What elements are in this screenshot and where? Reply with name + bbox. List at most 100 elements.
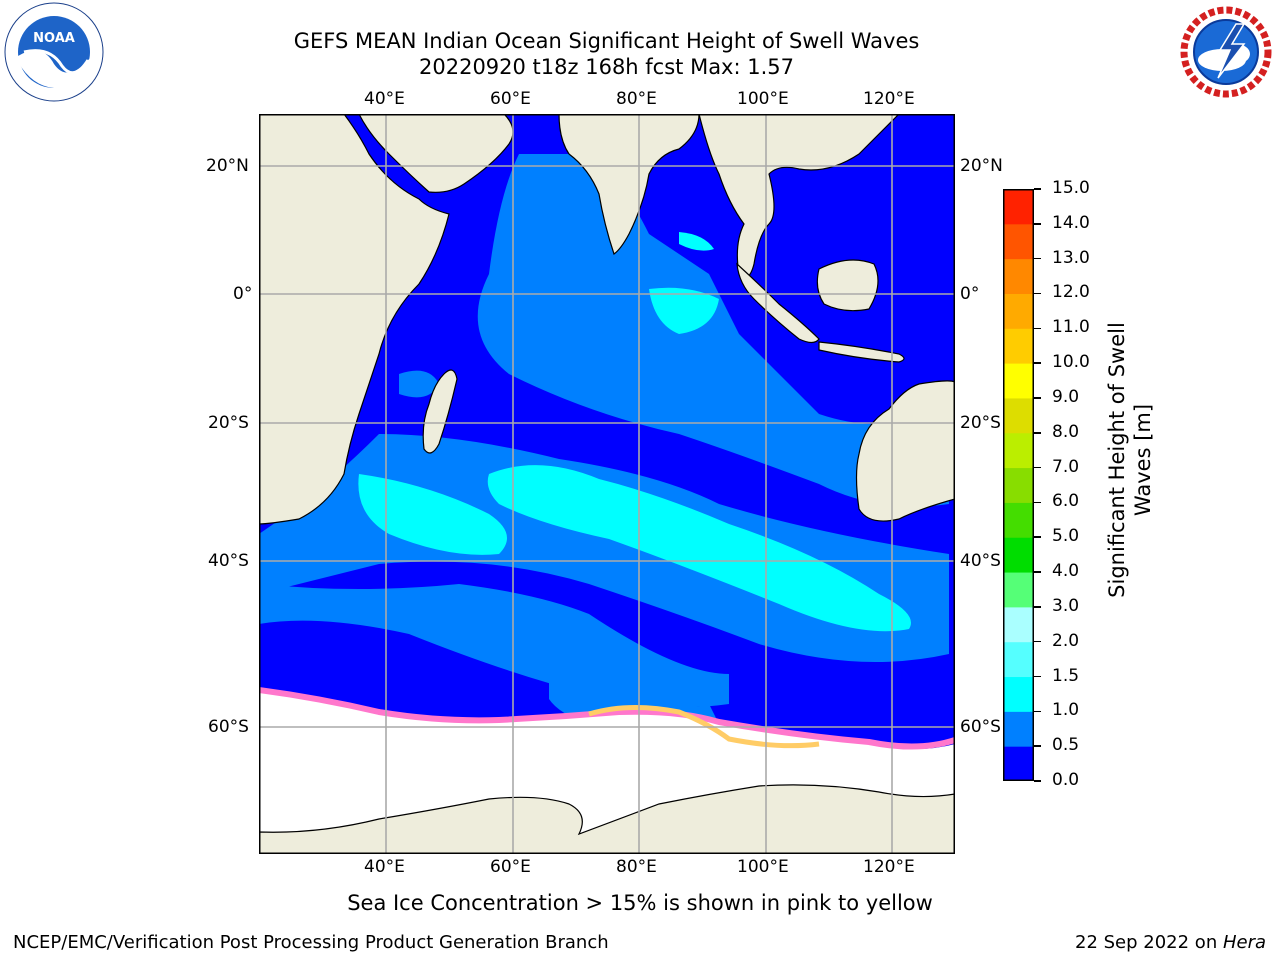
land-antarctica (259, 784, 955, 854)
colorbar-tick-mark (1034, 571, 1041, 573)
colorbar-tick-mark (1034, 501, 1041, 504)
colorbar-tick-label: 14.0 (1052, 212, 1090, 233)
land-madagascar (422, 369, 458, 454)
colorbar-tick-label: 4.0 (1052, 561, 1080, 582)
nws-logo (1174, 2, 1278, 102)
land-africa (259, 114, 450, 525)
sea-ice-note: Sea Ice Concentration > 15% is shown in … (347, 891, 933, 915)
footer-date: 22 Sep 2022 on (1075, 932, 1223, 953)
lon-label-top-60e: 60°E (490, 89, 531, 109)
colorbar-frame (1003, 189, 1034, 781)
colorbar-segment (1003, 502, 1034, 538)
lat-label-left-20n: 20°N (206, 156, 249, 176)
colorbar-tick-mark (1034, 536, 1041, 538)
map-frame (259, 114, 955, 854)
land-java (818, 341, 905, 363)
lon-label-top-80e: 80°E (616, 89, 657, 109)
lon-label-top-100e: 100°E (737, 89, 789, 109)
colorbar-segment (1003, 537, 1034, 573)
land-australia (855, 380, 955, 522)
colorbar-label: Significant Height of Swell Waves [m] (1104, 280, 1156, 640)
colorbar-tick-label: 0.0 (1052, 770, 1080, 790)
lat-label-left-20s: 20°S (208, 413, 249, 433)
map-panel (259, 114, 955, 854)
colorbar-segment (1003, 711, 1034, 747)
lon-label-bottom-60e: 60°E (490, 857, 531, 877)
colorbar-segment (1003, 363, 1034, 399)
lat-label-left-40s: 40°S (208, 551, 249, 571)
colorbar-tick-mark (1034, 327, 1041, 330)
colorbar-segment (1003, 606, 1034, 643)
graticule (259, 114, 955, 854)
colorbar-tick-label: 8.0 (1052, 421, 1080, 442)
colorbar-tick-label: 3.0 (1052, 595, 1080, 616)
colorbar-segment (1003, 258, 1034, 294)
colorbar-tick-mark (1034, 292, 1041, 295)
swell-band-1.0 (358, 232, 911, 632)
lat-label-right-20n: 20°N (960, 156, 1003, 176)
lat-label-right-40s: 40°S (960, 551, 1001, 571)
colorbar-tick-mark (1034, 188, 1041, 190)
lat-label-right-0: 0° (960, 284, 980, 304)
lon-label-top-120e: 120°E (863, 89, 915, 109)
footer-left: NCEP/EMC/Verification Post Processing Pr… (13, 932, 609, 953)
colorbar-tick-mark (1034, 710, 1041, 713)
colorbar-tick-mark (1034, 466, 1041, 469)
colorbar-tick-label: 2.0 (1052, 630, 1080, 651)
colorbar-tick-label: 10.0 (1052, 352, 1090, 373)
footer-right: 22 Sep 2022 on Hera (1075, 932, 1266, 953)
colorbar-tick-mark (1034, 780, 1041, 782)
colorbar-tick-mark (1034, 640, 1041, 643)
colorbar-tick-label: 13.0 (1052, 247, 1090, 268)
lat-label-left-60s: 60°S (208, 717, 249, 737)
colorbar-tick-label: 5.0 (1052, 526, 1080, 547)
colorbar-tick-mark (1034, 432, 1041, 434)
colorbar-tick-mark (1034, 223, 1041, 225)
noaa-logo-text: NOAA (33, 31, 75, 46)
colorbar-svg (1003, 189, 1034, 782)
land-borneo (816, 259, 879, 312)
colorbar (1003, 189, 1034, 782)
colorbar-tick-label: 6.0 (1052, 491, 1080, 512)
noaa-logo: NOAA (2, 2, 106, 102)
colorbar-label-line2: Waves [m] (1131, 403, 1155, 517)
sea-ice-edge (259, 687, 955, 750)
land-india (558, 114, 700, 255)
chart-title-line1: GEFS MEAN Indian Ocean Significant Heigh… (293, 29, 920, 53)
colorbar-tick-mark (1034, 745, 1041, 747)
lon-label-top-40e: 40°E (364, 89, 405, 109)
colorbar-tick-label: 0.5 (1052, 735, 1080, 756)
lon-label-bottom-120e: 120°E (863, 857, 915, 877)
colorbar-tick-label: 7.0 (1052, 456, 1080, 477)
lon-label-bottom-80e: 80°E (616, 857, 657, 877)
colorbar-segment (1003, 467, 1034, 503)
chart-title-line2: 20220920 t18z 168h fcst Max: 1.57 (419, 55, 794, 79)
colorbar-segment (1003, 746, 1034, 782)
colorbar-tick-mark (1034, 257, 1041, 260)
colorbar-tick-mark (1034, 606, 1041, 608)
footer-machine: Hera (1222, 932, 1266, 953)
colorbar-segment (1003, 189, 1034, 225)
colorbar-segment (1003, 223, 1034, 260)
map-svg (259, 114, 955, 854)
colorbar-tick-mark (1034, 675, 1041, 678)
lat-label-right-60s: 60°S (960, 717, 1001, 737)
colorbar-segment (1003, 641, 1034, 678)
colorbar-tick-label: 1.5 (1052, 665, 1080, 686)
colorbar-tick-label: 9.0 (1052, 386, 1080, 407)
colorbar-segment (1003, 293, 1034, 329)
colorbar-segment (1003, 572, 1034, 608)
lat-label-right-20s: 20°S (960, 413, 1001, 433)
lon-label-bottom-100e: 100°E (737, 857, 789, 877)
colorbar-tick-label: 12.0 (1052, 282, 1090, 303)
colorbar-tick-label: 11.0 (1052, 317, 1090, 338)
colorbar-label-line1: Significant Height of Swell (1105, 322, 1129, 598)
lon-label-bottom-40e: 40°E (364, 857, 405, 877)
colorbar-segment (1003, 432, 1034, 469)
colorbar-tick-mark (1034, 362, 1041, 364)
sea-ice-edge-inner (588, 705, 820, 749)
colorbar-segment (1003, 676, 1034, 712)
colorbar-tick-label: 15.0 (1052, 178, 1090, 198)
colorbar-tick-mark (1034, 397, 1041, 399)
colorbar-segment (1003, 397, 1034, 434)
